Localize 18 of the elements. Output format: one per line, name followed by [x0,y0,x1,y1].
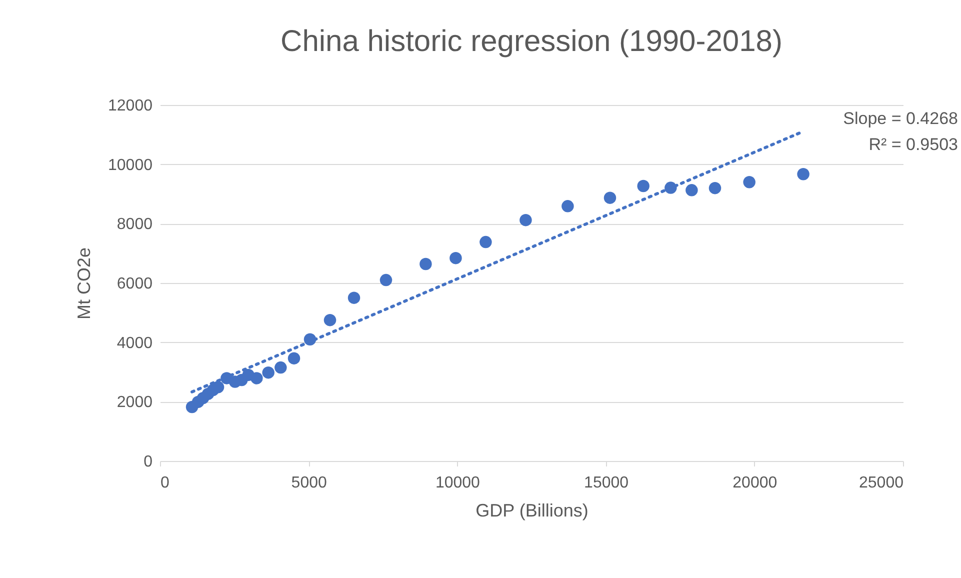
x-tick-label: 0 [160,474,170,492]
y-axis-title: Mt CO2e [74,247,94,320]
annotation: Slope = 0.4268 [843,109,958,128]
x-axis-title: GDP (Billions) [476,500,588,520]
y-tick-label: 12000 [108,98,153,114]
x-tick-label: 15000 [584,474,629,492]
y-tick-label: 10000 [108,156,153,174]
y-tick-label: 8000 [116,216,153,234]
y-tick-label: 4000 [116,334,153,352]
x-tick-label: 5000 [291,474,327,492]
y-tick-label: 2000 [116,394,153,412]
chart-title: China historic regression (1990-2018) [280,25,782,58]
annotation: R² = 0.9503 [868,135,958,154]
y-tick-label: 0 [144,454,153,470]
x-tick-label: 20000 [732,474,778,492]
x-tick-label: 10000 [435,474,480,492]
y-tick-label: 6000 [116,276,153,292]
x-tick-label: 25000 [859,474,904,492]
